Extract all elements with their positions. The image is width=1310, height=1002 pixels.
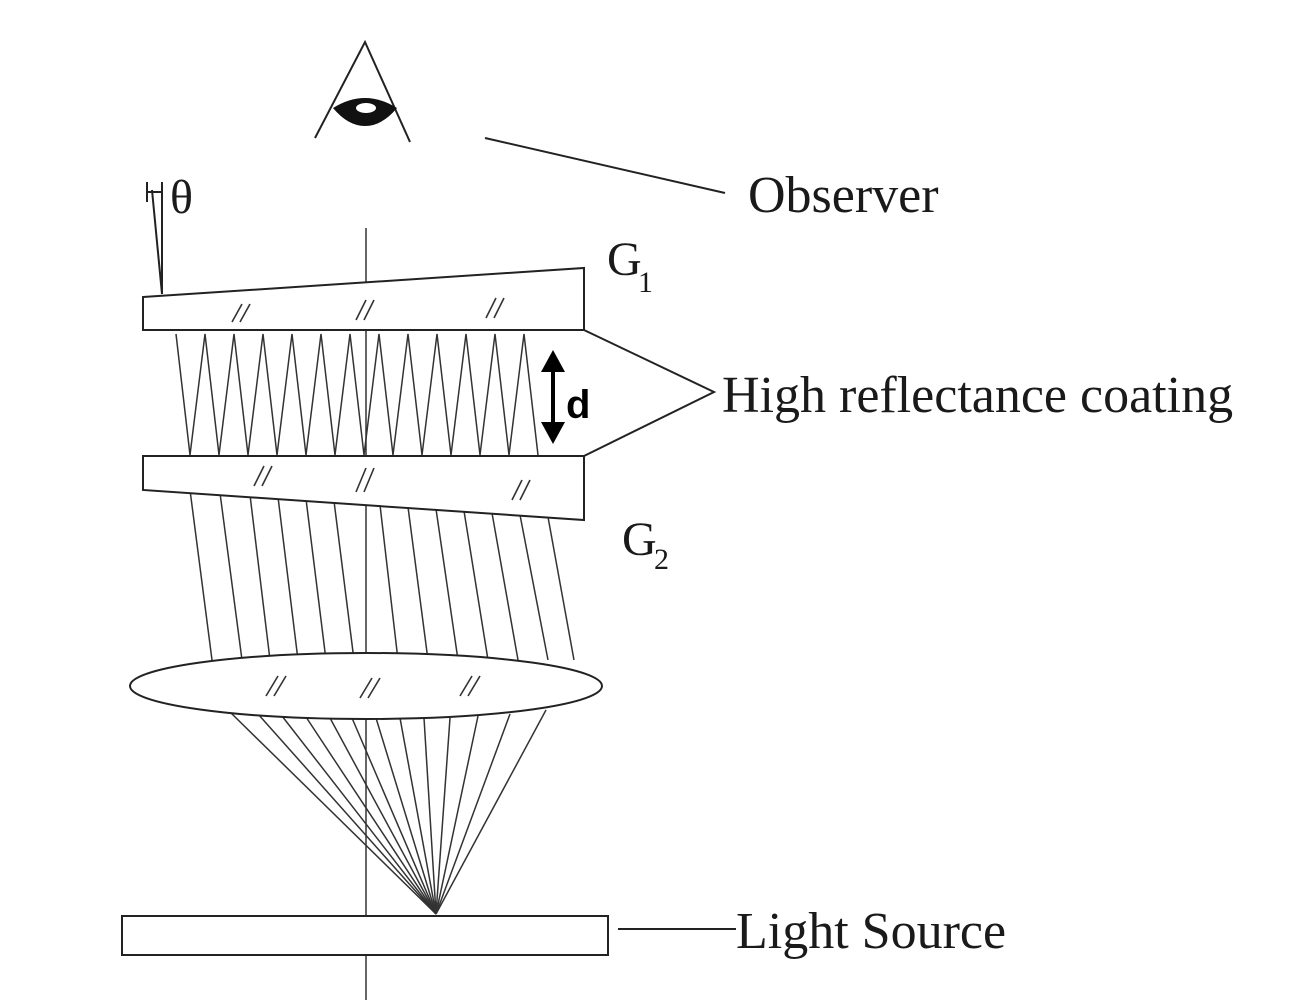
theta-label: θ [170,171,193,224]
plate-g1 [142,266,585,331]
plate-g2 [142,455,585,522]
lens-hatch [265,675,481,699]
coating-label: High reflectance coating [722,367,1233,424]
collimating-lens [129,652,603,720]
g1-subscript: 1 [638,266,653,299]
collimated-rays [189,489,575,661]
separation-d-label: d [566,383,590,427]
observer-label: Observer [748,167,939,224]
theta-marker [146,182,163,295]
light-source-plate [121,915,609,956]
coating-leader-line [583,329,717,457]
plate-g1-hatch [231,297,505,323]
reflection-zigzag [175,333,539,456]
source-rays [229,709,547,915]
eye-icon [314,39,411,143]
light-source-label: Light Source [736,903,1006,960]
separation-arrow [541,350,565,444]
g2-subscript: 2 [654,543,669,576]
g2-label: G [622,513,657,566]
g1-label: G [607,233,642,286]
plate-g2-hatch [253,465,531,501]
observer-leader-line [484,137,726,194]
